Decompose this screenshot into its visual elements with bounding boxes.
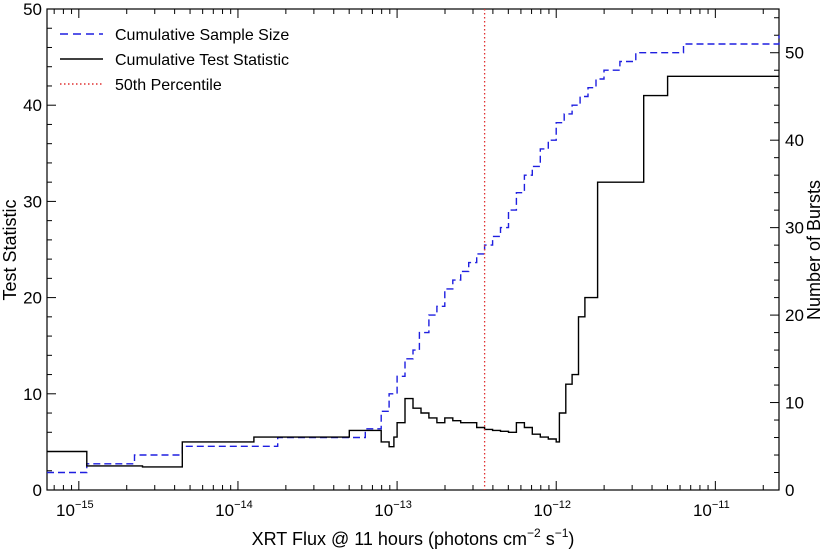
x-tick-label: 10−15: [56, 499, 94, 520]
y-right-tick-label: 40: [785, 131, 804, 150]
x-tick-exponent: −12: [552, 499, 571, 511]
x-axis-label-mid: s: [541, 529, 555, 549]
y-left-tick-label: 20: [23, 289, 42, 308]
x-tick-label: 10−12: [533, 499, 571, 520]
x-tick-exponent: −11: [712, 499, 730, 511]
y-left-tick-label: 40: [23, 96, 42, 115]
y-left-tick-label: 10: [23, 385, 42, 404]
y-axis-right-label: Number of Bursts: [804, 180, 824, 320]
y-left-tick-label: 50: [23, 0, 42, 19]
x-tick-exponent: −13: [393, 499, 412, 511]
legend-label: Cumulative Sample Size: [115, 27, 289, 44]
x-axis-label-sup1: −2: [527, 526, 541, 540]
axes-layer: 10−15 10−14 10−13 10−12 10−11010203040500102…: [23, 0, 804, 520]
x-tick-label: 10−14: [215, 499, 253, 520]
y-right-tick-label: 50: [785, 44, 804, 63]
x-axis-label-main: XRT Flux @ 11 hours (photons cm: [252, 529, 527, 549]
x-axis-label-sup2: −1: [555, 526, 569, 540]
x-tick-base: 10: [374, 501, 393, 520]
y-left-tick-label: 30: [23, 192, 42, 211]
x-tick-base: 10: [693, 501, 712, 520]
legend-label: 50th Percentile: [115, 77, 222, 94]
x-tick-base: 10: [215, 501, 234, 520]
cumulative-sample-size-line: [47, 35, 780, 474]
x-tick-exponent: −14: [234, 499, 253, 511]
y-right-tick-label: 10: [785, 394, 804, 413]
x-tick-label: 10−11: [693, 499, 730, 520]
x-axis-label-end: ): [568, 529, 574, 549]
legend: Cumulative Sample Size Cumulative Test St…: [60, 27, 289, 94]
legend-label: Cumulative Test Statistic: [115, 52, 289, 69]
y-axis-left-label: Test Statistic: [0, 199, 20, 300]
y-right-tick-label: 0: [785, 481, 794, 500]
y-left-tick-label: 0: [33, 481, 42, 500]
series-layer: [47, 9, 780, 490]
cumulative-test-statistic-line: [47, 75, 779, 468]
plot-frame: [46, 8, 780, 491]
x-tick-base: 10: [56, 501, 75, 520]
x-tick-base: 10: [533, 501, 552, 520]
x-tick-label: 10−13: [374, 499, 412, 520]
x-tick-exponent: −15: [75, 499, 94, 511]
y-right-tick-label: 20: [785, 306, 804, 325]
y-right-tick-label: 30: [785, 219, 804, 238]
x-axis-label: XRT Flux @ 11 hours (photons cm−2 s−1): [252, 526, 575, 549]
